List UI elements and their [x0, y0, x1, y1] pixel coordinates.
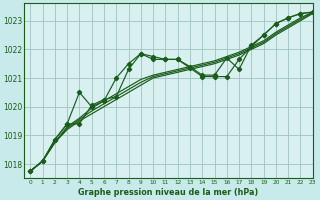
- X-axis label: Graphe pression niveau de la mer (hPa): Graphe pression niveau de la mer (hPa): [78, 188, 259, 197]
